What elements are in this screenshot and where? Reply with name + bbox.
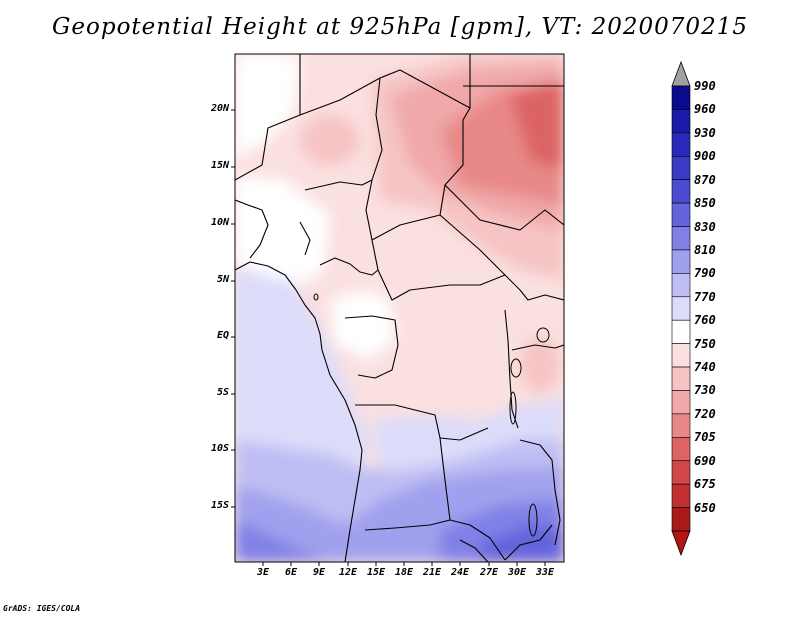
colorbar-level-label: 850 xyxy=(694,196,716,211)
lat-label: 10S xyxy=(210,443,229,454)
colorbar-level-label: 650 xyxy=(694,500,716,515)
colorbar-level-label: 930 xyxy=(694,125,716,140)
lat-label: 15S xyxy=(210,500,229,511)
colorbar-level-label: 810 xyxy=(694,242,716,257)
colorbar-cell xyxy=(671,155,691,180)
colorbar-cell xyxy=(671,273,691,298)
colorbar-cell xyxy=(671,109,691,134)
colorbar-cell xyxy=(671,507,691,532)
colorbar-level-label: 900 xyxy=(694,149,716,164)
colorbar-level-label: 870 xyxy=(694,172,716,187)
lon-label: 3E xyxy=(256,567,270,578)
colorbar-cell xyxy=(671,437,691,462)
lat-label: 5N xyxy=(216,274,229,285)
lon-label: 27E xyxy=(479,567,499,578)
colorbar-cell xyxy=(671,343,691,368)
colorbar-top-arrow xyxy=(671,60,691,87)
colorbar-bottom-arrow xyxy=(671,530,691,557)
colorbar-cell xyxy=(671,132,691,157)
lon-label: 33E xyxy=(535,567,555,578)
colorbar-level-label: 740 xyxy=(694,360,716,375)
lon-label: 6E xyxy=(284,567,298,578)
lat-label: 20N xyxy=(210,103,229,114)
lat-label: 5S xyxy=(216,387,229,398)
colorbar-level-label: 690 xyxy=(694,453,716,468)
lon-label: 12E xyxy=(338,567,358,578)
height-field xyxy=(235,54,564,562)
lon-label: 15E xyxy=(366,567,386,578)
colorbar-cell xyxy=(671,85,691,110)
colorbar-cell xyxy=(671,460,691,485)
colorbar-cell xyxy=(671,179,691,204)
lon-label: 18E xyxy=(394,567,414,578)
colorbar-level-label: 705 xyxy=(694,430,716,445)
lon-label: 21E xyxy=(422,567,442,578)
colorbar-cell xyxy=(671,413,691,438)
map-title: Geopotential Height at 925hPa [gpm], VT:… xyxy=(52,14,748,40)
lat-label: 10N xyxy=(210,217,229,228)
colorbar-cell xyxy=(671,296,691,321)
colorbar-cell xyxy=(671,226,691,251)
colorbar-cell xyxy=(671,249,691,274)
colorbar-level-label: 790 xyxy=(694,266,716,281)
colorbar-level-label: 830 xyxy=(694,219,716,234)
lon-label: 30E xyxy=(507,567,527,578)
colorbar-level-label: 750 xyxy=(694,336,716,351)
colorbar-level-label: 720 xyxy=(694,406,716,421)
colorbar-level-label: 760 xyxy=(694,313,716,328)
colorbar-cell xyxy=(671,483,691,508)
map-frame xyxy=(234,53,565,563)
colorbar-cell xyxy=(671,202,691,227)
colorbar-level-label: 990 xyxy=(694,79,716,93)
colorbar xyxy=(671,60,691,557)
lat-label: 15N xyxy=(210,160,229,171)
colorbar-cell xyxy=(671,319,691,344)
lon-label: 9E xyxy=(312,567,326,578)
colorbar-level-label: 960 xyxy=(694,102,716,117)
lon-label: 24E xyxy=(450,567,470,578)
lat-label: EQ xyxy=(216,330,229,341)
colorbar-level-label: 770 xyxy=(694,289,716,304)
colorbar-cell xyxy=(671,390,691,415)
footer-credit: GrADS: IGES/COLA xyxy=(3,604,81,613)
colorbar-level-label: 675 xyxy=(694,477,716,492)
colorbar-level-label: 730 xyxy=(694,383,716,398)
colorbar-cell xyxy=(671,366,691,391)
